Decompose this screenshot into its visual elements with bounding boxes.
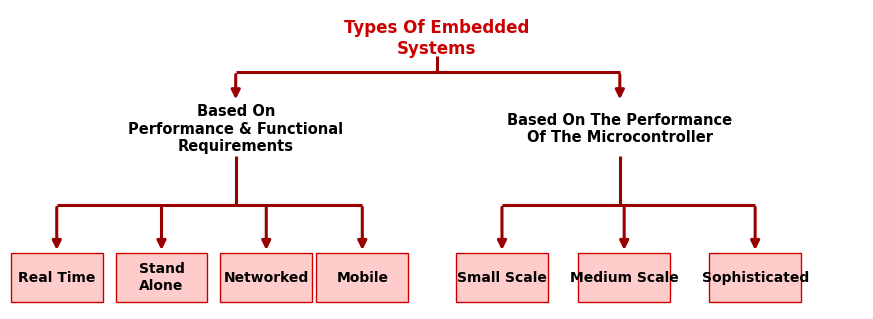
Text: Sophisticated: Sophisticated bbox=[702, 271, 808, 285]
Text: Based On The Performance
Of The Microcontroller: Based On The Performance Of The Microcon… bbox=[507, 113, 732, 145]
Text: Stand
Alone: Stand Alone bbox=[139, 263, 184, 293]
Text: Real Time: Real Time bbox=[18, 271, 95, 285]
FancyBboxPatch shape bbox=[115, 253, 208, 302]
FancyBboxPatch shape bbox=[11, 253, 103, 302]
Text: Medium Scale: Medium Scale bbox=[570, 271, 678, 285]
Text: Based On
Performance & Functional
Requirements: Based On Performance & Functional Requir… bbox=[128, 104, 343, 154]
FancyBboxPatch shape bbox=[456, 253, 548, 302]
FancyBboxPatch shape bbox=[709, 253, 801, 302]
Text: Small Scale: Small Scale bbox=[457, 271, 546, 285]
Text: Networked: Networked bbox=[223, 271, 309, 285]
Text: Mobile: Mobile bbox=[336, 271, 388, 285]
Text: Types Of Embedded
Systems: Types Of Embedded Systems bbox=[344, 19, 529, 58]
FancyBboxPatch shape bbox=[316, 253, 409, 302]
FancyBboxPatch shape bbox=[220, 253, 313, 302]
FancyBboxPatch shape bbox=[578, 253, 670, 302]
